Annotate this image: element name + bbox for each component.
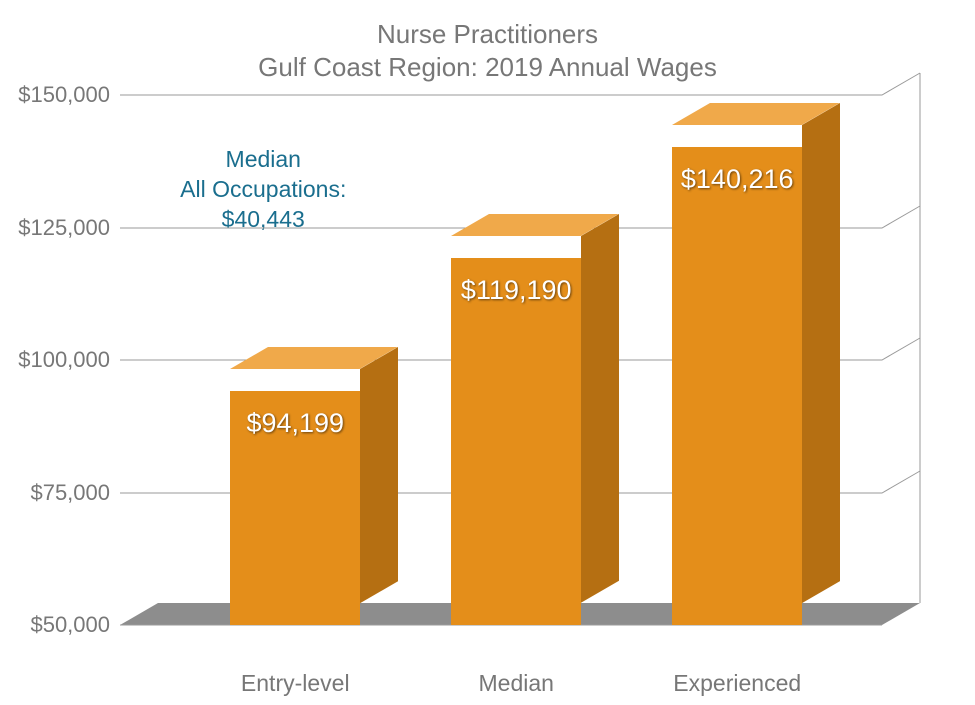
plot-area: $50,000$75,000$100,000$125,000$150,000 $… [120, 95, 920, 625]
chart-title-line1: Nurse Practitioners [0, 18, 975, 51]
bar-value-label: $119,190 [461, 275, 572, 306]
wage-bar-chart: Nurse Practitioners Gulf Coast Region: 2… [0, 0, 975, 705]
y-axis-label: $125,000 [18, 215, 110, 241]
chart-title: Nurse Practitioners Gulf Coast Region: 2… [0, 18, 975, 83]
y-axis-label: $75,000 [30, 480, 110, 506]
bar: $94,199 [230, 391, 360, 625]
x-axis-label: Experienced [673, 670, 801, 697]
bar-value-label: $94,199 [246, 408, 344, 439]
bar: $119,190 [451, 258, 581, 625]
chart-title-line2: Gulf Coast Region: 2019 Annual Wages [0, 51, 975, 84]
y-axis-label: $100,000 [18, 347, 110, 373]
bar-value-label: $140,216 [681, 164, 794, 195]
y-axis-label: $50,000 [30, 612, 110, 638]
x-axis-label: Median [479, 670, 554, 697]
y-axis-label: $150,000 [18, 82, 110, 108]
x-axis-label: Entry-level [241, 670, 350, 697]
bar: $140,216 [672, 147, 802, 625]
bars-layer: $94,199Entry-level$119,190Median$140,216… [120, 95, 920, 625]
